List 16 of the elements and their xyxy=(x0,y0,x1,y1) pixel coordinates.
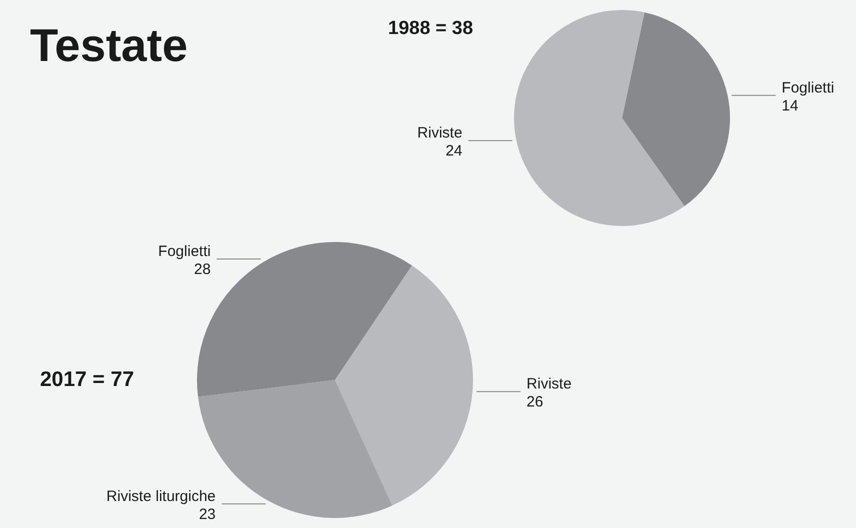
slice-label: Foglietti xyxy=(158,242,211,260)
pie-slice xyxy=(335,265,473,506)
text: 2017 = 77 xyxy=(40,368,134,392)
slice-label: Riviste liturgiche xyxy=(106,488,216,505)
data-label: 24 xyxy=(446,142,462,160)
slice-label: Riviste xyxy=(526,376,572,393)
data-label: 28 xyxy=(194,260,211,278)
chart-title: Testate xyxy=(30,18,188,72)
chart-subtitle: 1988 = 38 xyxy=(388,18,474,40)
data-label: 14 xyxy=(782,97,798,114)
slice-label: Riviste xyxy=(417,124,462,142)
data-label: 23 xyxy=(198,506,216,523)
pie-slice xyxy=(514,10,685,226)
pie-slice xyxy=(622,12,730,206)
data-label: 26 xyxy=(526,394,544,411)
slice-label: Foglietti xyxy=(782,79,834,96)
